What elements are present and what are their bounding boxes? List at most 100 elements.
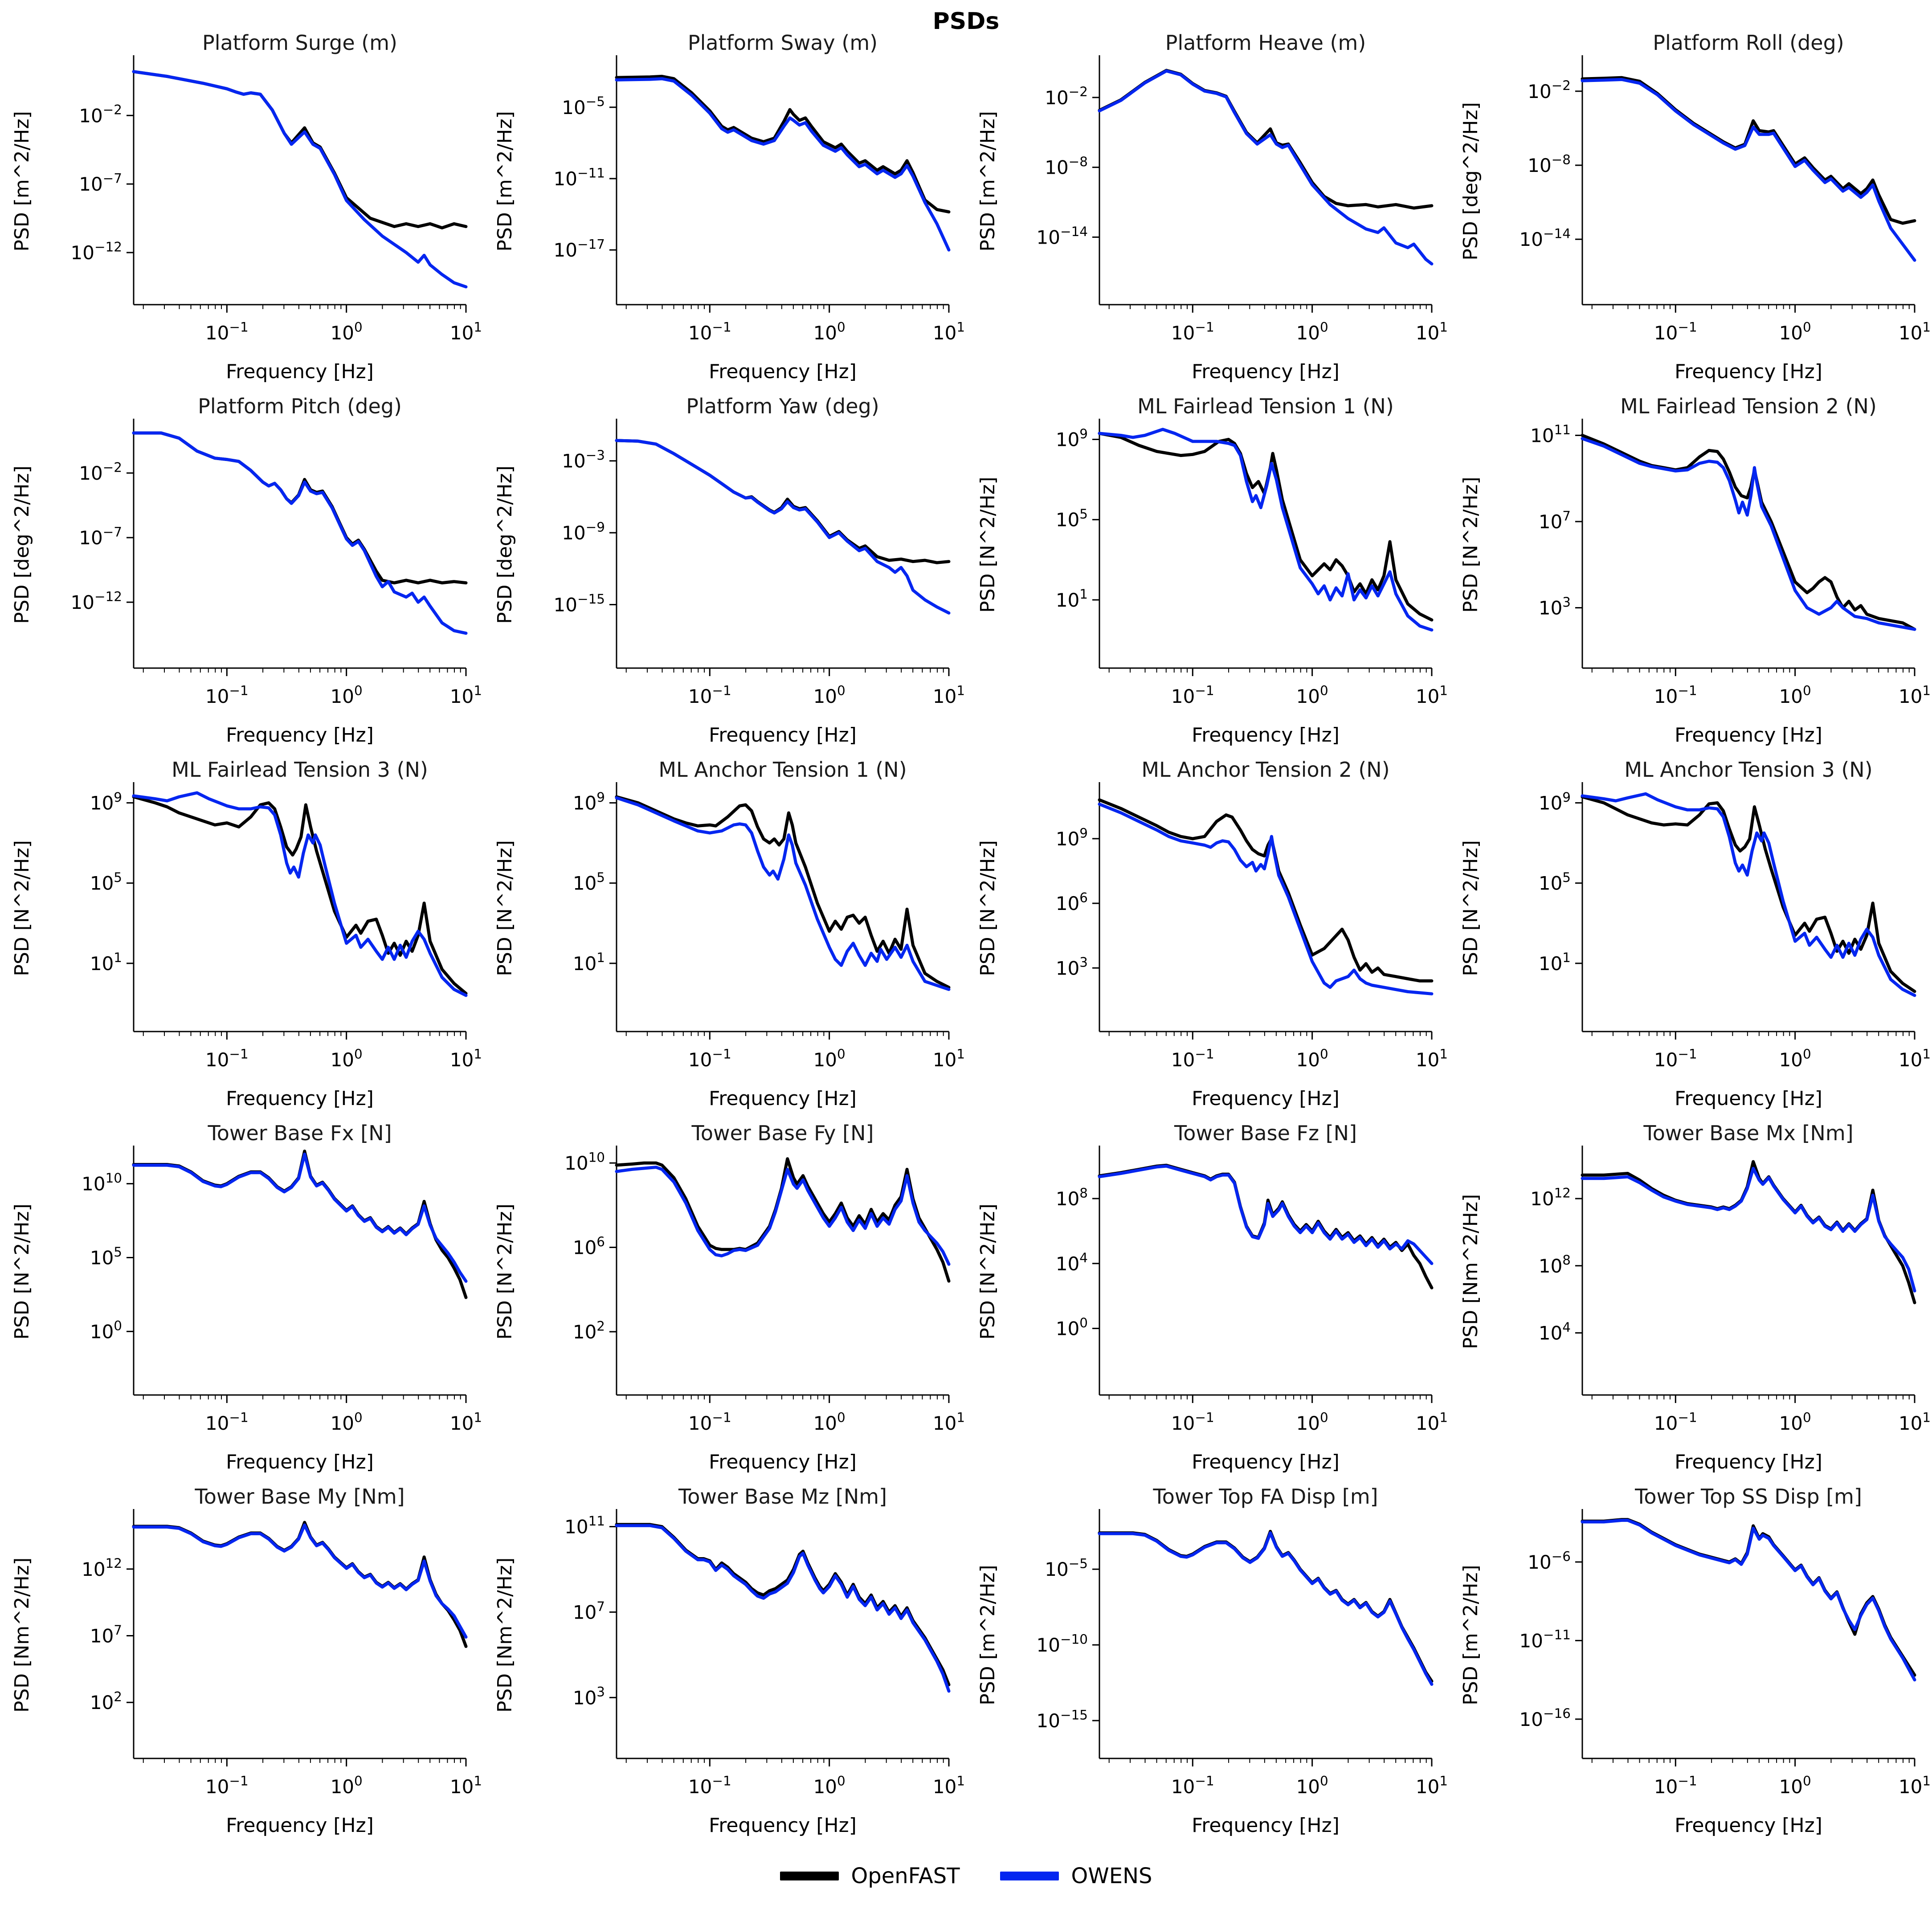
y-tick-label: 1010 bbox=[82, 1171, 122, 1195]
subplot-title: ML Anchor Tension 2 (N) bbox=[1141, 759, 1389, 782]
owens-line-swatch bbox=[1000, 1872, 1059, 1880]
y-axis-label: PSD [N^2/Hz] bbox=[494, 840, 516, 976]
x-axis-label: Frequency [Hz] bbox=[1192, 1087, 1340, 1110]
x-tick-label: 10−1 bbox=[205, 1410, 249, 1434]
y-tick-label: 10−8 bbox=[1045, 154, 1088, 179]
chart-ml-anchor-tension-1-n: ML Anchor Tension 1 (N) 109 105 101 10−1 100 1… bbox=[494, 759, 965, 1110]
series-line-openfast bbox=[132, 795, 468, 995]
x-tick-label: 101 bbox=[1899, 683, 1931, 707]
x-tick-label: 100 bbox=[1779, 683, 1811, 707]
y-tick-label: 10−7 bbox=[79, 171, 122, 196]
y-tick-label: 10−2 bbox=[1045, 84, 1088, 109]
subplot-tower-base-fz-n: Tower Base Fz [N] 108 104 100 10−1 100 101 Freq… bbox=[966, 1122, 1449, 1486]
x-axis-label: Frequency [Hz] bbox=[1675, 724, 1822, 746]
series-line-owens bbox=[1581, 792, 1916, 997]
y-tick-label: 10−11 bbox=[1519, 1627, 1571, 1652]
x-tick-label: 100 bbox=[331, 1046, 363, 1071]
y-axis-label: PSD [N^2/Hz] bbox=[976, 1203, 999, 1339]
x-tick-label: 10−1 bbox=[688, 1046, 731, 1071]
x-tick-label: 100 bbox=[1296, 1046, 1328, 1071]
y-axis-label: PSD [Nm^2/Hz] bbox=[1459, 1194, 1482, 1349]
x-tick-label: 10−1 bbox=[688, 319, 731, 344]
y-tick-label: 103 bbox=[573, 1685, 605, 1709]
openfast-line-swatch bbox=[780, 1872, 839, 1880]
y-axis-label: PSD [m^2/Hz] bbox=[1459, 1565, 1482, 1705]
x-tick-label: 10−1 bbox=[205, 319, 249, 344]
y-tick-label: 103 bbox=[1056, 955, 1088, 979]
x-tick-label: 100 bbox=[1296, 1410, 1328, 1434]
x-tick-label: 101 bbox=[1899, 1046, 1931, 1071]
subplot-title: Tower Top FA Disp [m] bbox=[1152, 1486, 1378, 1509]
x-axis-label: Frequency [Hz] bbox=[709, 1814, 857, 1837]
chart-tower-base-my-nm: Tower Base My [Nm] 1012 107 102 10−1 100 101 Fr… bbox=[11, 1486, 482, 1837]
x-axis-label: Frequency [Hz] bbox=[1192, 360, 1340, 383]
y-tick-label: 100 bbox=[90, 1318, 122, 1343]
y-tick-label: 10−12 bbox=[71, 589, 122, 613]
chart-ml-fairlead-tension-2-n: ML Fairlead Tension 2 (N) 1011 107 103 10−1 1… bbox=[1459, 396, 1931, 746]
y-tick-label: 10−10 bbox=[1037, 1631, 1088, 1656]
x-tick-label: 100 bbox=[813, 1410, 846, 1434]
y-tick-label: 106 bbox=[1056, 890, 1088, 914]
y-tick-label: 109 bbox=[90, 790, 122, 814]
subplot-tower-base-fy-n: Tower Base Fy [N] 1010 106 102 10−1 100 101 Fre… bbox=[483, 1122, 966, 1486]
x-tick-label: 101 bbox=[1899, 319, 1931, 344]
subplot-title: Tower Base My [Nm] bbox=[194, 1486, 404, 1509]
y-tick-label: 101 bbox=[1539, 950, 1571, 975]
subplot-tower-base-mz-nm: Tower Base Mz [Nm] 1011 107 103 10−1 100 101 Fr… bbox=[483, 1486, 966, 1849]
x-tick-label: 101 bbox=[1416, 1410, 1448, 1434]
x-tick-label: 10−1 bbox=[688, 1773, 731, 1798]
x-axis-label: Frequency [Hz] bbox=[226, 724, 374, 746]
y-axis-label: PSD [m^2/Hz] bbox=[11, 111, 33, 251]
x-tick-label: 10−1 bbox=[205, 1773, 249, 1798]
subplot-tower-top-fa-disp-m: Tower Top FA Disp [m] 10−5 10−10 10−15 10−1 1… bbox=[966, 1486, 1449, 1849]
x-tick-label: 101 bbox=[450, 319, 482, 344]
x-tick-label: 10−1 bbox=[1654, 1410, 1697, 1434]
chart-tower-base-mx-nm: Tower Base Mx [Nm] 1012 108 104 10−1 100 101 Fr… bbox=[1459, 1122, 1931, 1473]
x-tick-label: 101 bbox=[1899, 1773, 1931, 1798]
y-tick-label: 105 bbox=[1539, 870, 1571, 894]
subplot-title: ML Anchor Tension 3 (N) bbox=[1624, 759, 1872, 782]
subplot-title: Tower Base Mx [Nm] bbox=[1643, 1122, 1853, 1145]
x-tick-label: 10−1 bbox=[1654, 1773, 1697, 1798]
series-line-openfast bbox=[1098, 432, 1434, 622]
x-tick-label: 101 bbox=[1899, 1410, 1931, 1434]
series-line-openfast bbox=[132, 1521, 468, 1648]
series-line-owens bbox=[615, 77, 951, 252]
x-tick-label: 100 bbox=[1779, 1410, 1811, 1434]
subplot-tower-base-mx-nm: Tower Base Mx [Nm] 1012 108 104 10−1 100 101 Fr… bbox=[1449, 1122, 1932, 1486]
y-tick-label: 10−5 bbox=[562, 94, 605, 118]
series-line-owens bbox=[1098, 1531, 1434, 1686]
x-axis-label: Frequency [Hz] bbox=[226, 1814, 374, 1837]
subplot-platform-heave-m: Platform Heave (m) 10−2 10−8 10−14 10−1 100 10… bbox=[966, 32, 1449, 396]
series-line-owens bbox=[132, 1152, 468, 1283]
x-tick-label: 100 bbox=[1296, 319, 1328, 344]
plots-grid: Platform Surge (m) 10−2 10−7 10−12 10−1 100 10… bbox=[0, 32, 1932, 1849]
x-tick-label: 101 bbox=[933, 1773, 965, 1798]
subplot-ml-fairlead-tension-2-n: ML Fairlead Tension 2 (N) 1011 107 103 10−1 1… bbox=[1449, 396, 1932, 759]
subplot-ml-anchor-tension-1-n: ML Anchor Tension 1 (N) 109 105 101 10−1 100 1… bbox=[483, 759, 966, 1122]
y-tick-label: 107 bbox=[90, 1623, 122, 1647]
subplot-title: Platform Sway (m) bbox=[688, 32, 878, 55]
series-line-openfast bbox=[1581, 433, 1916, 631]
y-axis-label: PSD [deg^2/Hz] bbox=[1459, 102, 1482, 260]
subplot-platform-yaw-deg: Platform Yaw (deg) 10−3 10−9 10−15 10−1 100 10… bbox=[483, 396, 966, 759]
chart-tower-top-ss-disp-m: Tower Top SS Disp [m] 10−6 10−11 10−16 10−1 1… bbox=[1459, 1486, 1931, 1837]
y-tick-label: 108 bbox=[1056, 1185, 1088, 1210]
x-tick-label: 10−1 bbox=[1654, 319, 1697, 344]
series-line-openfast bbox=[615, 1523, 951, 1686]
series-line-openfast bbox=[1581, 76, 1916, 225]
subplot-platform-surge-m: Platform Surge (m) 10−2 10−7 10−12 10−1 100 10… bbox=[0, 32, 483, 396]
legend-item-owens: OWENS bbox=[1000, 1864, 1152, 1888]
series-line-openfast bbox=[615, 795, 951, 989]
series-line-openfast bbox=[615, 439, 951, 564]
subplot-tower-base-fx-n: Tower Base Fx [N] 1010 105 100 10−1 100 101 Fre… bbox=[0, 1122, 483, 1486]
y-axis-label: PSD [N^2/Hz] bbox=[1459, 840, 1482, 976]
chart-tower-base-mz-nm: Tower Base Mz [Nm] 1011 107 103 10−1 100 101 Fr… bbox=[494, 1486, 965, 1837]
chart-platform-pitch-deg: Platform Pitch (deg) 10−2 10−7 10−12 10−1 100… bbox=[11, 396, 482, 746]
chart-ml-fairlead-tension-1-n: ML Fairlead Tension 1 (N) 109 105 101 10−1 10… bbox=[976, 396, 1448, 746]
chart-ml-anchor-tension-2-n: ML Anchor Tension 2 (N) 109 106 103 10−1 100 1… bbox=[976, 759, 1448, 1110]
y-axis-label: PSD [N^2/Hz] bbox=[494, 1203, 516, 1339]
x-tick-label: 101 bbox=[450, 1773, 482, 1798]
x-tick-label: 100 bbox=[1296, 1773, 1328, 1798]
y-tick-label: 10−9 bbox=[562, 519, 605, 544]
